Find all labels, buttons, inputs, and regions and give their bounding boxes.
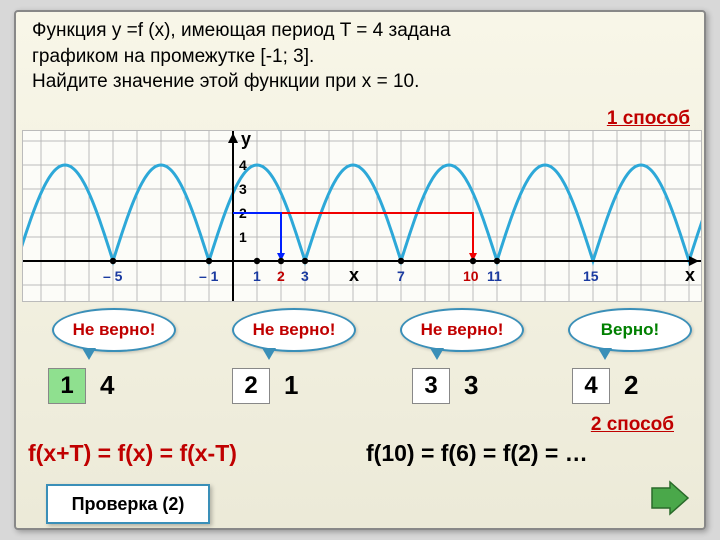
method-2-label: 2 способ: [591, 414, 674, 436]
svg-text:10: 10: [463, 268, 479, 284]
answer-option-4[interactable]: 4: [572, 368, 610, 404]
svg-text:15: 15: [583, 268, 599, 284]
slide-panel: Функция y =f (x), имеющая период T = 4 з…: [14, 10, 706, 530]
answer-option-2[interactable]: 2: [232, 368, 270, 404]
answer-value-3: 3: [464, 370, 478, 401]
svg-text:– 5: – 5: [103, 268, 123, 284]
svg-text:7: 7: [397, 268, 405, 284]
next-arrow-icon[interactable]: [648, 480, 690, 516]
svg-text:4: 4: [239, 157, 247, 173]
svg-text:1: 1: [253, 268, 261, 284]
problem-line2: графиком на промежутке [-1; 3].: [32, 46, 314, 67]
periodicity-formula: f(x+T) = f(x) = f(x-T): [28, 440, 237, 467]
svg-text:1: 1: [239, 229, 247, 245]
svg-text:y: y: [241, 131, 251, 149]
feedback-correct: Верно!: [568, 308, 692, 352]
answer-value-2: 1: [284, 370, 298, 401]
problem-line3: Найдите значение этой функции при x = 10…: [32, 71, 419, 92]
svg-text:3: 3: [301, 268, 309, 284]
answer-value-4: 2: [624, 370, 638, 401]
evaluation-chain: f(10) = f(6) = f(2) = …: [366, 440, 588, 467]
svg-text:11: 11: [487, 268, 502, 284]
svg-text:3: 3: [239, 181, 247, 197]
answer-option-1[interactable]: 1: [48, 368, 86, 404]
svg-text:2: 2: [277, 268, 285, 284]
check-button[interactable]: Проверка (2): [46, 484, 210, 524]
svg-text:x: x: [349, 265, 359, 285]
feedback-incorrect: Не верно!: [232, 308, 356, 352]
chart-svg: 1234y– 5– 1123x7101115x: [23, 131, 701, 301]
chart-area: 1234y– 5– 1123x7101115x: [22, 130, 702, 302]
svg-text:– 1: – 1: [199, 268, 219, 284]
svg-text:x: x: [685, 265, 695, 285]
method-1-label: 1 способ: [607, 108, 690, 130]
problem-line1: Функция y =f (x), имеющая период T = 4 з…: [32, 20, 451, 41]
problem-text: Функция y =f (x), имеющая период T = 4 з…: [32, 18, 592, 95]
feedback-incorrect: Не верно!: [52, 308, 176, 352]
feedback-incorrect: Не верно!: [400, 308, 524, 352]
answer-value-1: 4: [100, 370, 114, 401]
answer-option-3[interactable]: 3: [412, 368, 450, 404]
